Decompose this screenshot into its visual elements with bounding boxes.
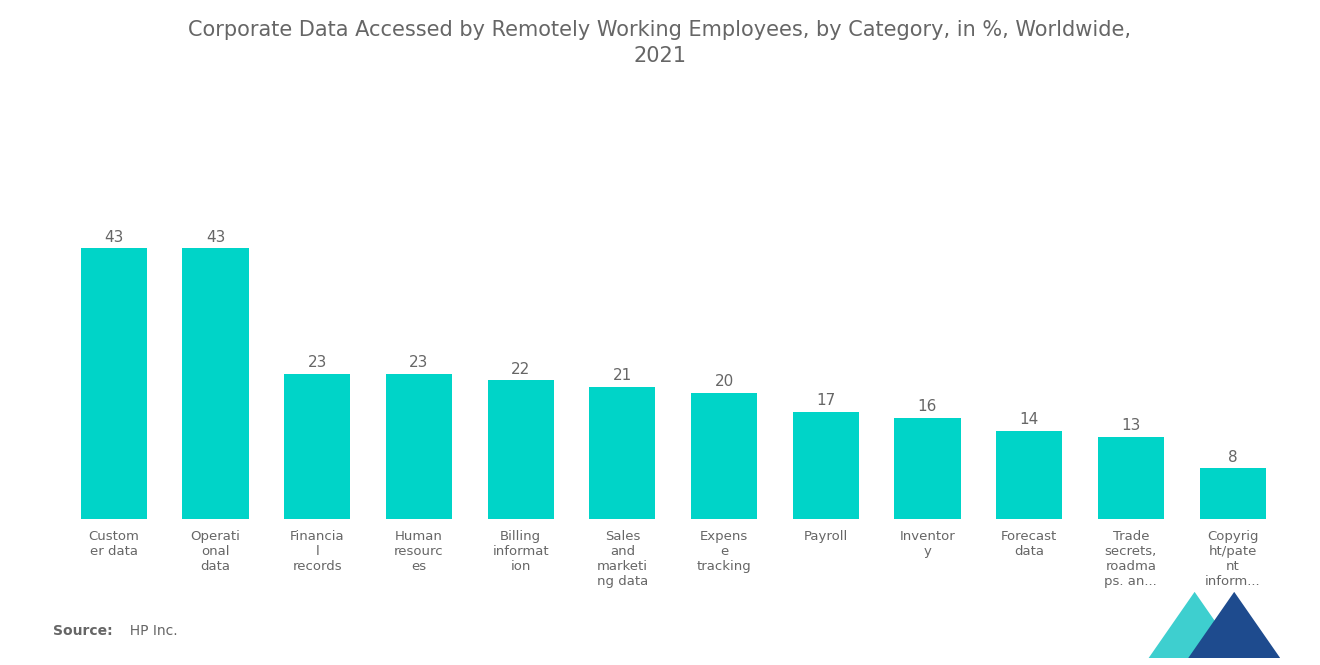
Bar bbox=[690, 393, 758, 519]
Text: 16: 16 bbox=[917, 399, 937, 414]
Text: 23: 23 bbox=[308, 355, 327, 370]
Text: 22: 22 bbox=[511, 362, 531, 376]
Bar bbox=[284, 374, 350, 519]
Bar bbox=[385, 374, 451, 519]
Text: Source:: Source: bbox=[53, 624, 112, 638]
Bar bbox=[1200, 468, 1266, 519]
Text: 20: 20 bbox=[714, 374, 734, 389]
Text: 43: 43 bbox=[206, 229, 226, 245]
Bar bbox=[487, 380, 553, 519]
Text: Corporate Data Accessed by Remotely Working Employees, by Category, in %, Worldw: Corporate Data Accessed by Remotely Work… bbox=[189, 20, 1131, 66]
Text: 13: 13 bbox=[1121, 418, 1140, 433]
Bar bbox=[895, 418, 961, 519]
Bar bbox=[1098, 437, 1164, 519]
Polygon shape bbox=[1148, 592, 1241, 658]
Text: 14: 14 bbox=[1019, 412, 1039, 427]
Text: 17: 17 bbox=[816, 393, 836, 408]
Bar bbox=[182, 248, 248, 519]
Bar bbox=[589, 386, 656, 519]
Text: 43: 43 bbox=[104, 229, 124, 245]
Bar bbox=[997, 431, 1063, 519]
Text: 8: 8 bbox=[1228, 450, 1237, 465]
Bar bbox=[81, 248, 147, 519]
Bar bbox=[793, 412, 859, 519]
Text: 23: 23 bbox=[409, 355, 429, 370]
Text: 21: 21 bbox=[612, 368, 632, 383]
Polygon shape bbox=[1188, 592, 1280, 658]
Text: HP Inc.: HP Inc. bbox=[121, 624, 178, 638]
